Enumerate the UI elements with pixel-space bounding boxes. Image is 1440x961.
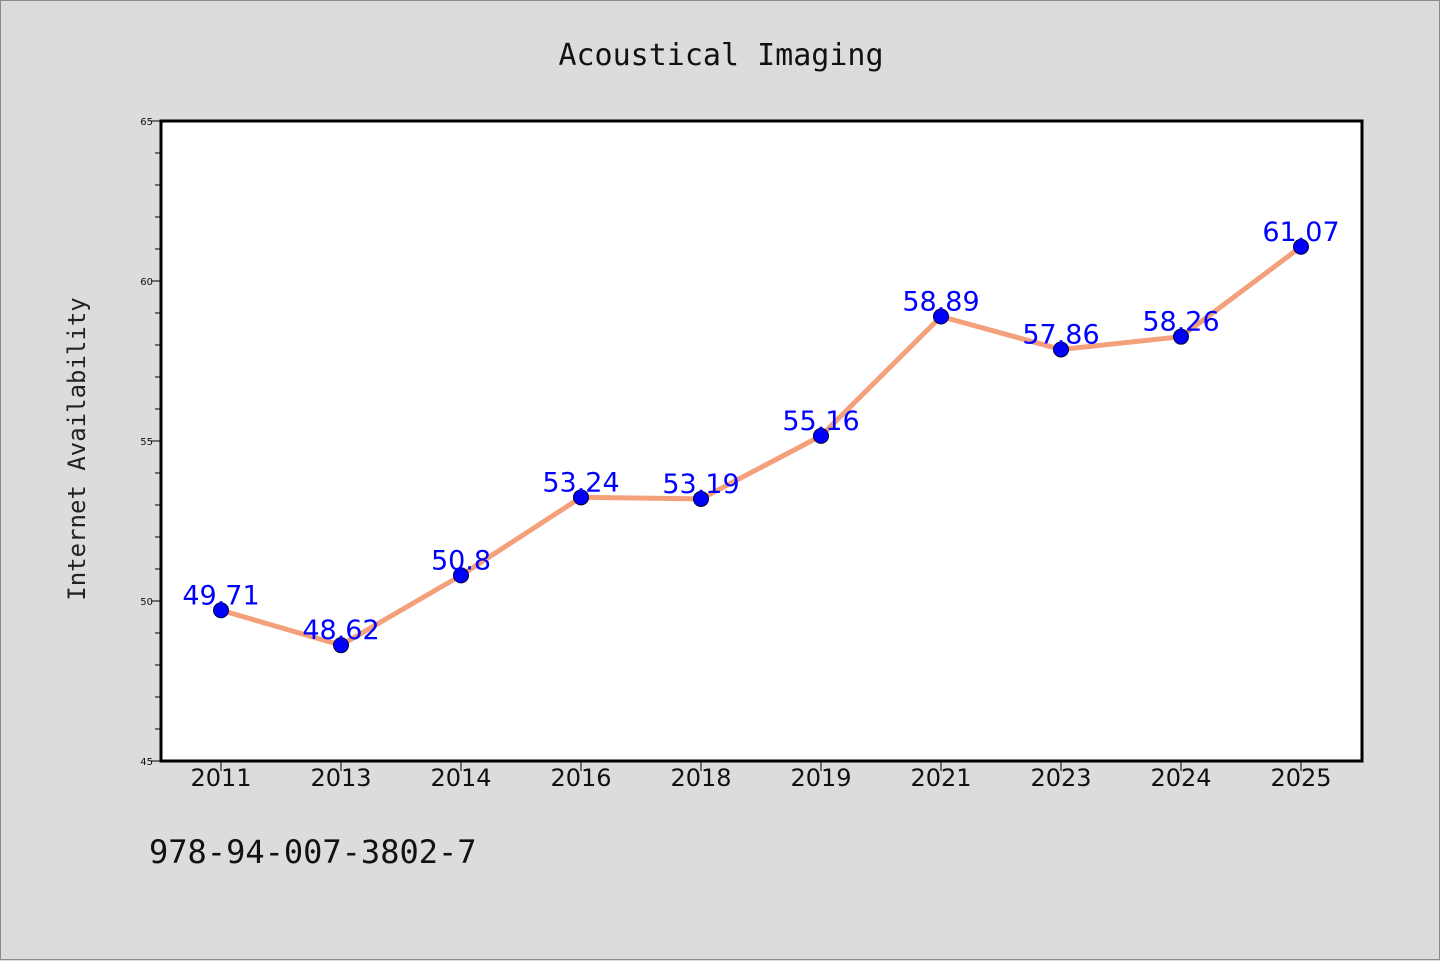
x-tick-label: 2016 (550, 764, 611, 792)
y-axis: 45 50 55 60 65 (140, 117, 161, 768)
x-tick-label: 2025 (1270, 764, 1331, 792)
data-point (1293, 238, 1309, 255)
y-tick-label: 45 (140, 757, 153, 768)
series-line (218, 244, 1304, 648)
data-label: 53.24 (542, 467, 619, 498)
data-label: 49.71 (182, 580, 259, 611)
x-tick-label: 2014 (430, 764, 491, 792)
y-tick-label: 65 (140, 117, 153, 128)
data-point (693, 490, 709, 507)
x-tick-label: 2013 (310, 764, 371, 792)
data-point (933, 308, 949, 325)
data-point (1173, 328, 1189, 345)
y-tick-label: 50 (140, 597, 153, 608)
series-group: 49.71 48.62 50.8 53.24 53.19 55.16 58.89 57.86 5… (182, 217, 1340, 654)
data-label: 50.8 (431, 545, 491, 576)
data-label: 58.26 (1142, 307, 1219, 338)
data-point (213, 602, 229, 619)
x-tick-label: 2011 (190, 764, 251, 792)
x-tick-label: 2021 (910, 764, 971, 792)
x-tick-label: 2024 (1150, 764, 1211, 792)
x-tick-label: 2019 (790, 764, 851, 792)
data-label: 58.89 (902, 287, 979, 318)
footer-note: 978-94-007-3802-7 (149, 833, 477, 871)
data-label: 48.62 (302, 615, 379, 646)
y-tick-label: 60 (140, 277, 153, 288)
data-label: 61.07 (1262, 217, 1339, 248)
data-label: 53.19 (662, 469, 739, 500)
x-axis: 2011 2013 2014 2016 2018 2019 2021 2023 2024 2025 (190, 761, 1332, 792)
y-axis-label: Internet Availability (63, 297, 91, 600)
data-point (1053, 341, 1069, 358)
x-tick-label: 2018 (670, 764, 731, 792)
y-tick-label: 55 (140, 437, 153, 448)
data-label: 57.86 (1022, 319, 1099, 350)
chart-title: Acoustical Imaging (558, 38, 883, 73)
x-tick-label: 2023 (1030, 764, 1091, 792)
data-point (573, 489, 589, 506)
data-point (333, 637, 349, 654)
data-point (813, 427, 829, 444)
data-label: 55.16 (782, 406, 859, 437)
data-point (453, 567, 469, 584)
plot-area (159, 119, 1364, 763)
